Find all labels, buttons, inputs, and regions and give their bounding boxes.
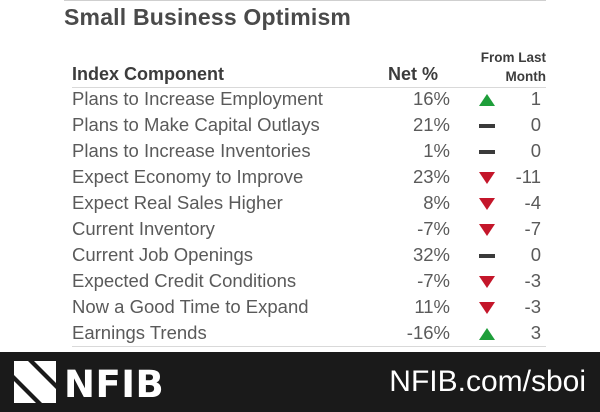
table-row: Current Inventory -7% -7 <box>0 216 600 242</box>
component-label: Earnings Trends <box>72 322 207 343</box>
change-value: -11 <box>515 166 541 187</box>
header-net: Net % <box>388 64 439 84</box>
down-triangle-icon <box>479 302 495 314</box>
table-bottom-rule <box>72 346 546 347</box>
down-triangle-icon <box>479 172 495 184</box>
down-triangle-icon <box>479 198 495 210</box>
net-value: 1% <box>423 140 450 161</box>
title-top-rule <box>64 0 546 1</box>
table-row: Current Job Openings 32% 0 <box>0 242 600 268</box>
change-value: 0 <box>530 140 541 161</box>
component-label: Plans to Increase Employment <box>72 88 323 109</box>
header-component: Index Component <box>72 64 224 84</box>
net-value: 23% <box>412 166 450 187</box>
header-change: From Last Month <box>456 48 546 86</box>
change-value: -4 <box>524 192 541 213</box>
component-label: Current Inventory <box>72 218 215 239</box>
component-label: Plans to Increase Inventories <box>72 140 311 161</box>
net-value: -7% <box>417 218 450 239</box>
table-row: Earnings Trends -16% 3 <box>0 320 600 346</box>
change-value: -3 <box>524 296 541 317</box>
component-label: Current Job Openings <box>72 244 253 265</box>
change-value: 0 <box>530 114 541 135</box>
footer-bar: NFIB NFIB.com/sboi <box>0 352 600 412</box>
component-label: Plans to Make Capital Outlays <box>72 114 320 135</box>
change-value: 1 <box>530 88 541 109</box>
change-value: 0 <box>530 244 541 265</box>
flat-dash-icon <box>479 150 495 154</box>
component-label: Expect Real Sales Higher <box>72 192 283 213</box>
table-row: Expected Credit Conditions -7% -3 <box>0 268 600 294</box>
net-value: 21% <box>412 114 450 135</box>
change-value: -7 <box>524 218 541 239</box>
header-rule <box>72 87 546 88</box>
net-value: -7% <box>417 270 450 291</box>
up-triangle-icon <box>479 328 495 340</box>
table-row: Plans to Increase Employment 16% 1 <box>0 86 600 112</box>
table-row: Now a Good Time to Expand 11% -3 <box>0 294 600 320</box>
component-label: Now a Good Time to Expand <box>72 296 309 317</box>
table-row: Expect Real Sales Higher 8% -4 <box>0 190 600 216</box>
net-value: 8% <box>423 192 450 213</box>
flat-dash-icon <box>479 124 495 128</box>
page-title: Small Business Optimism <box>64 4 352 30</box>
up-triangle-icon <box>479 94 495 106</box>
down-triangle-icon <box>479 224 495 236</box>
net-value: 11% <box>414 296 450 317</box>
nfib-logo-icon <box>14 361 56 403</box>
header-change-line2: Month <box>505 69 546 84</box>
component-label: Expect Economy to Improve <box>72 166 304 187</box>
table-row: Plans to Make Capital Outlays 21% 0 <box>0 112 600 138</box>
component-label: Expected Credit Conditions <box>72 270 297 291</box>
flat-dash-icon <box>479 254 495 258</box>
net-value: 32% <box>412 244 450 265</box>
net-value: 16% <box>412 88 450 109</box>
component-table: Plans to Increase Employment 16% 1 Plans to… <box>0 86 600 346</box>
change-value: 3 <box>530 322 541 343</box>
footer-url[interactable]: NFIB.com/sboi <box>389 365 586 398</box>
nfib-logo-text: NFIB <box>64 363 165 406</box>
change-value: -3 <box>524 270 541 291</box>
net-value: -16% <box>406 322 450 343</box>
table-row: Plans to Increase Inventories 1% 0 <box>0 138 600 164</box>
table-row: Expect Economy to Improve 23% -11 <box>0 164 600 190</box>
header-change-line1: From Last <box>480 50 546 65</box>
down-triangle-icon <box>479 276 495 288</box>
